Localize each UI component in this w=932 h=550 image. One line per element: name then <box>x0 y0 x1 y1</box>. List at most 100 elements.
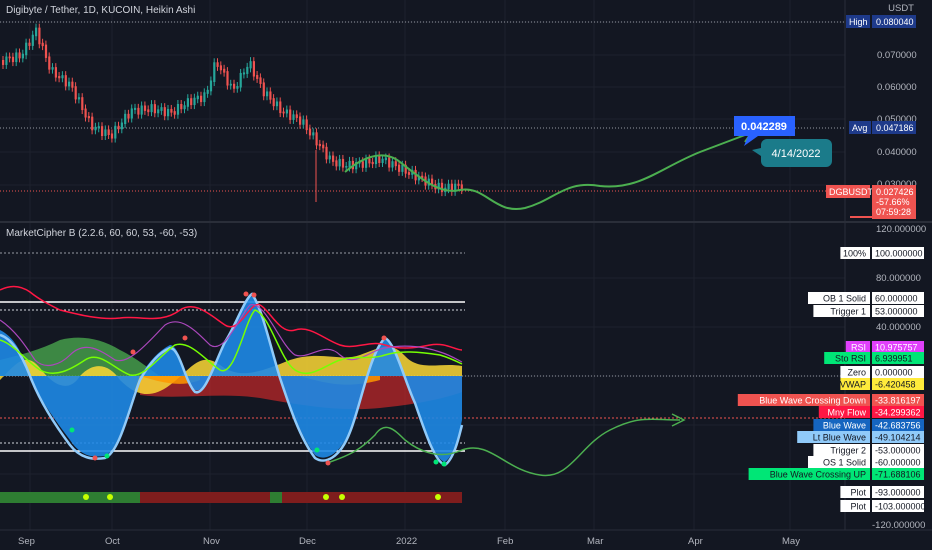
indicator-label-value: -49.104214 <box>875 433 921 443</box>
indicator-label-name: Blue Wave <box>823 421 866 431</box>
price-callout-text: 0.042289 <box>741 121 787 133</box>
indicator-label-value: 53.000000 <box>875 307 918 317</box>
avg-marker: Avg 0.047186 <box>849 121 916 134</box>
indicator-label-value: -103.000000 <box>875 502 926 512</box>
indicator-axis[interactable]: 120.000000 80.000000 40.000000 -120.0000… <box>872 224 926 531</box>
indicator-label-value: 6.939951 <box>875 354 913 364</box>
candle-body <box>117 125 120 130</box>
indicator-label-value-bg <box>872 247 924 259</box>
indicator-label-name-bg <box>840 486 870 498</box>
candle-body <box>143 105 147 111</box>
indicator-label-value-bg <box>872 352 924 364</box>
candle-body <box>176 103 180 115</box>
candle-body <box>266 91 269 97</box>
indicator-label-value-bg <box>872 394 924 406</box>
candle-body <box>322 144 325 149</box>
candle-body <box>361 161 364 168</box>
candle-body <box>335 160 338 167</box>
wave-dots <box>69 291 447 467</box>
candle-body <box>8 56 11 59</box>
price-axis[interactable]: USDT 0.070000 0.060000 0.050000 0.040000… <box>877 3 917 190</box>
indicator-label-name: Blue Wave Crossing UP <box>770 470 866 480</box>
candle-body <box>28 42 31 46</box>
candle-body <box>431 178 434 186</box>
time-label: 2022 <box>396 536 417 547</box>
candle-body <box>101 126 104 136</box>
price-tick: 0.040000 <box>877 147 917 158</box>
indicator-label-name-bg <box>818 406 870 418</box>
indicator-label-value-bg <box>872 305 924 317</box>
candle-body <box>153 104 156 114</box>
candle-body <box>51 67 54 70</box>
candle-body <box>388 157 391 168</box>
indicator-label-name: Plot <box>850 488 866 498</box>
price-callout[interactable]: 0.042289 <box>734 116 795 146</box>
indicator-label-name-bg <box>840 366 870 378</box>
candle-body <box>417 175 420 181</box>
candle-body <box>355 161 358 170</box>
candle-body <box>308 128 312 136</box>
candle-body <box>256 75 259 79</box>
candle-body <box>239 72 242 88</box>
candle-body <box>460 184 463 191</box>
candle-body <box>190 98 193 106</box>
candle-body <box>223 68 226 73</box>
candle-body <box>242 72 246 75</box>
indicator-label-value: 10.975757 <box>875 343 918 353</box>
indicator-label-value: -60.000000 <box>875 458 921 468</box>
indicator-title[interactable]: MarketCipher B (2.2.6, 60, 60, 53, -60, … <box>6 228 198 239</box>
candle-body <box>147 109 150 113</box>
indicator-label-value: 100.000000 <box>875 249 923 259</box>
candle-body <box>167 108 170 117</box>
indicator-label-value: -34.299362 <box>875 408 921 418</box>
candle-body <box>97 126 100 129</box>
candle-body <box>44 44 48 58</box>
candle-body <box>186 98 189 107</box>
candle-body <box>318 143 321 147</box>
candle-body <box>180 103 183 110</box>
indicator-label-name-bg <box>748 468 870 480</box>
indicator-label-name: Plot <box>850 502 866 512</box>
candle-body <box>134 107 137 110</box>
indicator-label-name-bg <box>808 292 870 304</box>
indicator-label-value-bg <box>872 406 924 418</box>
indicator-label-value-bg <box>872 431 924 443</box>
indicator-label-name-bg <box>824 352 870 364</box>
candle-body <box>341 158 345 168</box>
candle-body <box>345 166 348 168</box>
time-axis[interactable]: Sep Oct Nov Dec 2022 Feb Mar Apr May <box>18 536 800 547</box>
time-label: Feb <box>497 536 513 547</box>
blue-wave-area <box>0 296 462 462</box>
indicator-label-value: -93.000000 <box>875 488 921 498</box>
date-callout-text: 4/14/2022 <box>772 148 821 160</box>
candle-body <box>206 89 209 94</box>
candle-body <box>249 61 252 69</box>
candle-body <box>64 75 67 87</box>
rsi-line <box>0 285 463 351</box>
indicator-label-value-bg <box>872 292 924 304</box>
indicator-label-name-bg <box>737 394 870 406</box>
candle-body <box>447 183 450 190</box>
indicator-label-name: Lt Blue Wave <box>813 433 866 443</box>
candle-body <box>104 129 107 136</box>
candle-body <box>193 97 196 106</box>
price-tick: 0.070000 <box>877 50 917 61</box>
price-tick: 0.060000 <box>877 82 917 93</box>
indicator-label-name-bg <box>840 247 870 259</box>
candle-body <box>450 183 453 192</box>
indicator-label-value: -6.420458 <box>875 380 916 390</box>
symbol-title[interactable]: Digibyte / Tether, 1D, KUCOIN, Heikin As… <box>6 5 196 16</box>
candle-body <box>200 95 203 103</box>
indicator-labels: 100% 100.000000 OB 1 Solid 60.000000 Trigger… <box>737 247 926 512</box>
candle-body <box>74 86 77 100</box>
indicator-label-name: RSI <box>851 343 866 353</box>
candle-body <box>365 158 368 168</box>
candle-body <box>68 81 71 87</box>
stoch-green-line <box>0 309 463 376</box>
candle-body <box>457 183 460 186</box>
indicator-label-value: 60.000000 <box>875 294 918 304</box>
candle-body <box>41 42 44 47</box>
date-callout[interactable]: 4/14/2022 <box>752 139 832 167</box>
